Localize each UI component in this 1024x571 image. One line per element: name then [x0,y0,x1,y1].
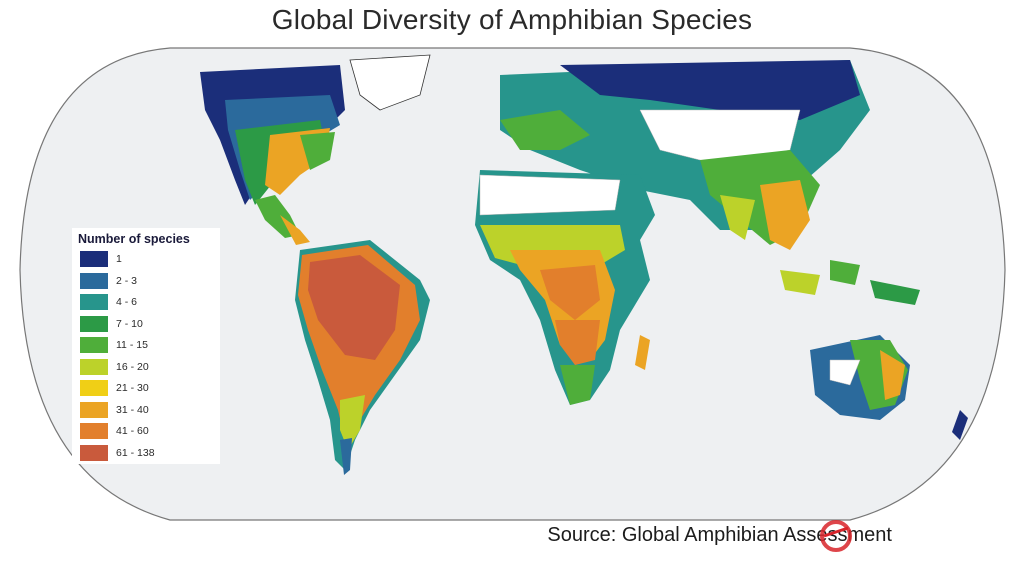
legend-item: 31 - 40 [80,401,149,419]
legend-item: 21 - 30 [80,379,149,397]
legend-swatch [80,251,108,267]
africa [475,170,655,405]
legend-item: 61 - 138 [80,444,155,462]
north-america [200,65,345,245]
legend-swatch [80,272,108,289]
southeast-asia [780,260,920,305]
legend-swatch [80,337,108,353]
legend-label: 21 - 30 [116,382,149,394]
legend-swatch [80,444,108,461]
source-credit: Source: Global Amphibian Assessment [547,524,892,546]
legend-item: 16 - 20 [80,358,149,376]
australia [810,335,910,420]
legend-swatch [80,423,108,439]
legend-label: 2 - 3 [116,274,138,287]
legend-swatch [80,315,108,332]
legend-label: 11 - 15 [116,339,148,351]
legend-label: 4 - 6 [116,296,138,308]
legend-swatch [80,358,108,375]
legend-title: Number of species [78,232,190,246]
legend-item: 7 - 10 [80,315,143,333]
legend-label: 7 - 10 [116,317,143,330]
legend: Number of species 1 2 - 3 4 - 6 7 - 10 11 - … [72,228,220,464]
legend-label: 41 - 60 [116,425,149,437]
legend-label: 1 [116,253,122,265]
map-title: Global Diversity of Amphibian Species [271,4,753,35]
legend-item: 2 - 3 [80,272,137,290]
legend-swatch [80,294,108,310]
legend-label: 16 - 20 [116,360,149,373]
new-zealand [952,410,968,440]
legend-label: 61 - 138 [116,446,155,459]
legend-item: 4 - 6 [80,293,137,311]
madagascar [635,335,650,370]
legend-swatch [80,401,108,418]
legend-item: 1 [80,250,122,268]
south-america [295,240,430,475]
greenland [349,54,431,111]
legend-label: 31 - 40 [116,403,149,416]
legend-swatch [80,380,108,396]
legend-item: 11 - 15 [80,336,148,354]
eurasia [500,60,870,250]
legend-item: 41 - 60 [80,422,149,440]
watermark-logo-icon [820,520,852,552]
